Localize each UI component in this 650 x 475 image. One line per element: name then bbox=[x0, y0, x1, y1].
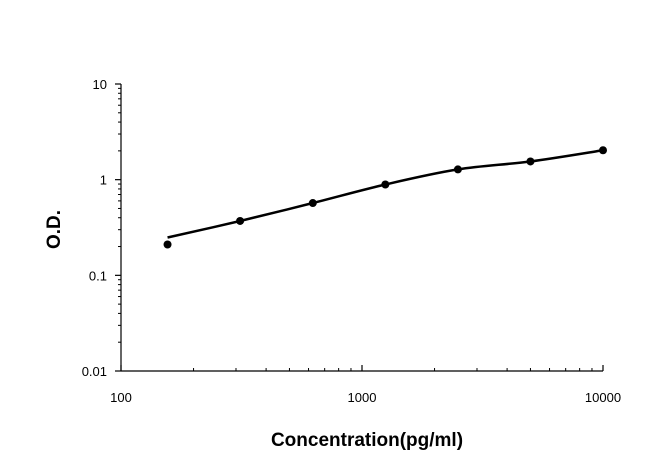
x-tick-label: 1000 bbox=[348, 390, 377, 405]
x-ticks bbox=[120, 365, 604, 371]
y-tick-label: 1 bbox=[100, 173, 107, 188]
y-tick-label: 0.1 bbox=[89, 268, 107, 283]
data-point bbox=[599, 146, 607, 155]
fit-curve bbox=[167, 149, 604, 239]
x-tick-label: 10000 bbox=[585, 390, 621, 405]
data-point bbox=[163, 240, 172, 249]
x-axis-title: Concentration(pg/ml) bbox=[271, 430, 463, 451]
data-point bbox=[453, 165, 462, 174]
y-axis-title: O.D. bbox=[44, 210, 65, 249]
data-point bbox=[236, 216, 245, 225]
axes bbox=[120, 84, 603, 372]
data-points bbox=[163, 146, 607, 249]
x-tick-label: 100 bbox=[110, 390, 132, 405]
y-ticks bbox=[115, 83, 121, 372]
y-tick-label: 0.01 bbox=[82, 364, 107, 379]
data-point bbox=[308, 199, 317, 208]
y-tick-label: 10 bbox=[93, 77, 107, 92]
data-point bbox=[381, 180, 390, 189]
y-tick-labels: 0.01 0.1 1 10 bbox=[82, 77, 107, 379]
x-tick-labels: 100 1000 10000 bbox=[110, 390, 621, 405]
data-point bbox=[526, 157, 535, 166]
